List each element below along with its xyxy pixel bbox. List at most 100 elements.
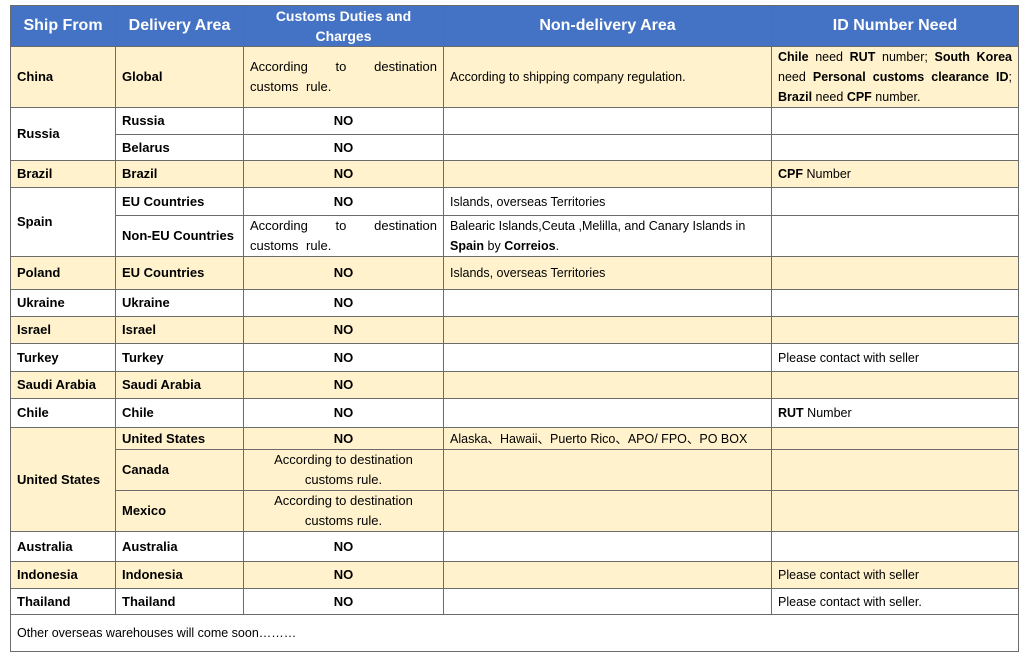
ship-from-cell: Ukraine xyxy=(10,289,116,317)
id-number-cell: RUT Number xyxy=(771,398,1019,428)
non-delivery-cell xyxy=(443,343,772,372)
id-number-cell: Please contact with seller xyxy=(771,343,1019,372)
table-row: Israel Israel NO xyxy=(10,316,1019,344)
table-body: China Global According to destination cust… xyxy=(10,46,1019,652)
text-run: South Korea xyxy=(934,50,1012,64)
text-run: number; xyxy=(875,50,935,64)
table-row: Poland EU Countries NO Islands, overseas Te… xyxy=(10,256,1019,290)
text-run: need xyxy=(808,50,850,64)
table-row: United States United States NO Alaska、Hawai… xyxy=(10,427,1019,532)
customs-cell: NO xyxy=(243,289,444,317)
text-run: Spain xyxy=(450,239,485,253)
text-run: Balearic Islands,Ceuta ,Melilla, and Can… xyxy=(450,219,746,233)
ship-from-cell: Thailand xyxy=(10,588,116,615)
text-run: . xyxy=(555,239,560,253)
non-delivery-cell xyxy=(443,134,772,161)
customs-cell: According to destination customs rule. xyxy=(243,449,444,491)
non-delivery-cell xyxy=(443,449,772,491)
text-run: Personal customs clearance ID xyxy=(812,70,1009,84)
delivery-area-cell: Canada xyxy=(115,449,244,491)
id-number-cell: Please contact with seller. xyxy=(771,588,1019,615)
customs-cell: NO xyxy=(243,398,444,428)
column-header: Non-delivery Area xyxy=(443,5,772,47)
ship-from-cell: Saudi Arabia xyxy=(10,371,116,399)
non-delivery-cell xyxy=(443,160,772,188)
text-run: by xyxy=(484,239,505,253)
ship-from-cell: Chile xyxy=(10,398,116,428)
delivery-area-cell: Russia xyxy=(115,107,244,135)
text-run: need xyxy=(812,90,847,104)
table-row: Mexico According to destination customs r… xyxy=(11,490,1019,532)
column-header: ID Number Need xyxy=(771,5,1019,47)
customs-cell: NO xyxy=(243,427,444,450)
customs-cell: NO xyxy=(243,134,444,161)
non-delivery-cell xyxy=(443,531,772,562)
delivery-area-cell: Global xyxy=(115,46,244,108)
non-delivery-cell: Islands, overseas Territories xyxy=(443,187,772,216)
id-number-cell xyxy=(771,490,1019,532)
ship-from-cell: Indonesia xyxy=(10,561,116,589)
footer-note: Other overseas warehouses will come soon… xyxy=(10,614,1019,652)
header-row: Ship From Delivery Area Customs Duties and… xyxy=(10,5,1019,47)
ship-from-cell: Spain xyxy=(10,187,116,257)
footer-row: Other overseas warehouses will come soon… xyxy=(10,614,1019,652)
ship-from-cell: Poland xyxy=(10,256,116,290)
customs-cell: NO xyxy=(243,343,444,372)
table-row: Brazil Brazil NO CPF Number xyxy=(10,160,1019,188)
delivery-area-cell: Australia xyxy=(115,531,244,562)
customs-cell: According to destination customs rule. xyxy=(243,490,444,532)
text-run: Number xyxy=(803,406,852,420)
text-run: RUT xyxy=(778,406,804,420)
delivery-area-cell: EU Countries xyxy=(115,187,244,216)
delivery-area-cell: Non-EU Countries xyxy=(115,215,244,257)
text-run: Brazil xyxy=(778,90,813,104)
customs-cell: According to destination customs rule. xyxy=(243,46,444,108)
delivery-area-cell: Mexico xyxy=(115,490,244,532)
id-number-cell xyxy=(771,427,1019,450)
non-delivery-cell xyxy=(443,490,772,532)
customs-cell: NO xyxy=(243,187,444,216)
table-row: Canada According to destination customs r… xyxy=(11,449,1019,491)
shipping-table: Ship From Delivery Area Customs Duties and… xyxy=(10,5,1019,652)
id-number-cell xyxy=(771,371,1019,399)
id-number-cell xyxy=(771,134,1019,161)
non-delivery-cell xyxy=(443,588,772,615)
text-run: number. xyxy=(871,90,921,104)
ship-from-cell: Israel xyxy=(10,316,116,344)
table-row: Thailand Thailand NO Please contact with se… xyxy=(10,588,1019,615)
table-row: Ukraine Ukraine NO xyxy=(10,289,1019,317)
id-number-cell xyxy=(771,187,1019,216)
text-run: Chile xyxy=(778,50,809,64)
non-delivery-cell: Alaska、Hawaii、Puerto Rico、APO/ FPO、PO BO… xyxy=(443,427,772,450)
id-number-cell xyxy=(771,256,1019,290)
text-run: CPF xyxy=(778,167,803,181)
non-delivery-cell xyxy=(443,398,772,428)
delivery-area-cell: Brazil xyxy=(115,160,244,188)
customs-cell: NO xyxy=(243,107,444,135)
table-row: Russia Russia NO xyxy=(10,107,1019,161)
text-run: ; xyxy=(1008,70,1012,84)
non-delivery-cell xyxy=(443,371,772,399)
table-row: Non-EU Countries According to destination… xyxy=(11,215,1019,257)
delivery-area-cell: Indonesia xyxy=(115,561,244,589)
id-number-cell xyxy=(771,316,1019,344)
id-number-cell: Please contact with seller xyxy=(771,561,1019,589)
ship-from-cell: China xyxy=(10,46,116,108)
delivery-area-cell: Turkey xyxy=(115,343,244,372)
table-row: Spain EU Countries NO Islands, overseas Ter… xyxy=(10,187,1019,257)
id-number-cell xyxy=(771,531,1019,562)
column-header: Delivery Area xyxy=(115,5,244,47)
non-delivery-cell xyxy=(443,289,772,317)
table-row: Turkey Turkey NO Please contact with seller xyxy=(10,343,1019,372)
id-number-cell: Chile need RUT number; South Korea need … xyxy=(771,46,1019,108)
text-run: RUT xyxy=(849,50,876,64)
delivery-area-cell: Ukraine xyxy=(115,289,244,317)
text-run: need xyxy=(778,70,813,84)
text-run: CPF xyxy=(846,90,872,104)
table-row: Belarus NO xyxy=(11,134,1019,161)
column-header: Ship From xyxy=(10,5,116,47)
customs-cell: According to destination customs rule. xyxy=(243,215,444,257)
table-row: Saudi Arabia Saudi Arabia NO xyxy=(10,371,1019,399)
id-number-cell xyxy=(771,215,1019,257)
